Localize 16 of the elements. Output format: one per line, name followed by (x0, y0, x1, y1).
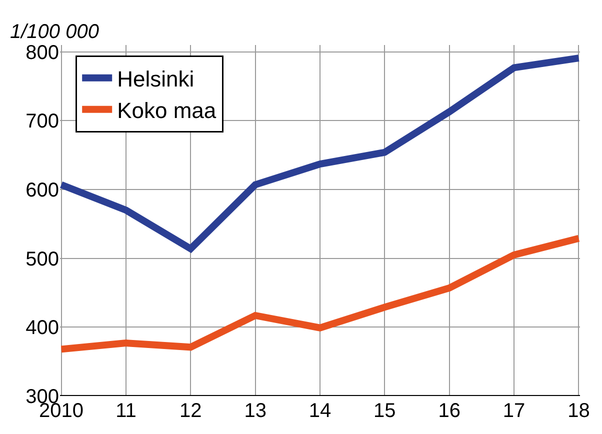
y-axis-title: 1/100 000 (10, 21, 99, 43)
x-tick-label: 17 (502, 400, 526, 422)
x-tick-label: 18 (568, 400, 590, 422)
y-tick-label: 400 (26, 317, 59, 340)
x-tick-label: 15 (374, 400, 396, 422)
y-tick-label: 600 (26, 180, 59, 202)
x-tick-label: 11 (116, 400, 136, 422)
legend-label: Helsinki (117, 66, 194, 92)
x-tick-label: 14 (308, 400, 332, 422)
x-tick-label: 13 (244, 400, 266, 422)
legend-label: Koko maa (117, 98, 217, 124)
y-tick-label: 800 (26, 42, 59, 64)
x-tick-label: 12 (180, 400, 202, 422)
x-tick-label: 16 (438, 400, 460, 422)
y-tick-label: 500 (26, 248, 59, 270)
y-tick-label: 700 (26, 110, 59, 133)
